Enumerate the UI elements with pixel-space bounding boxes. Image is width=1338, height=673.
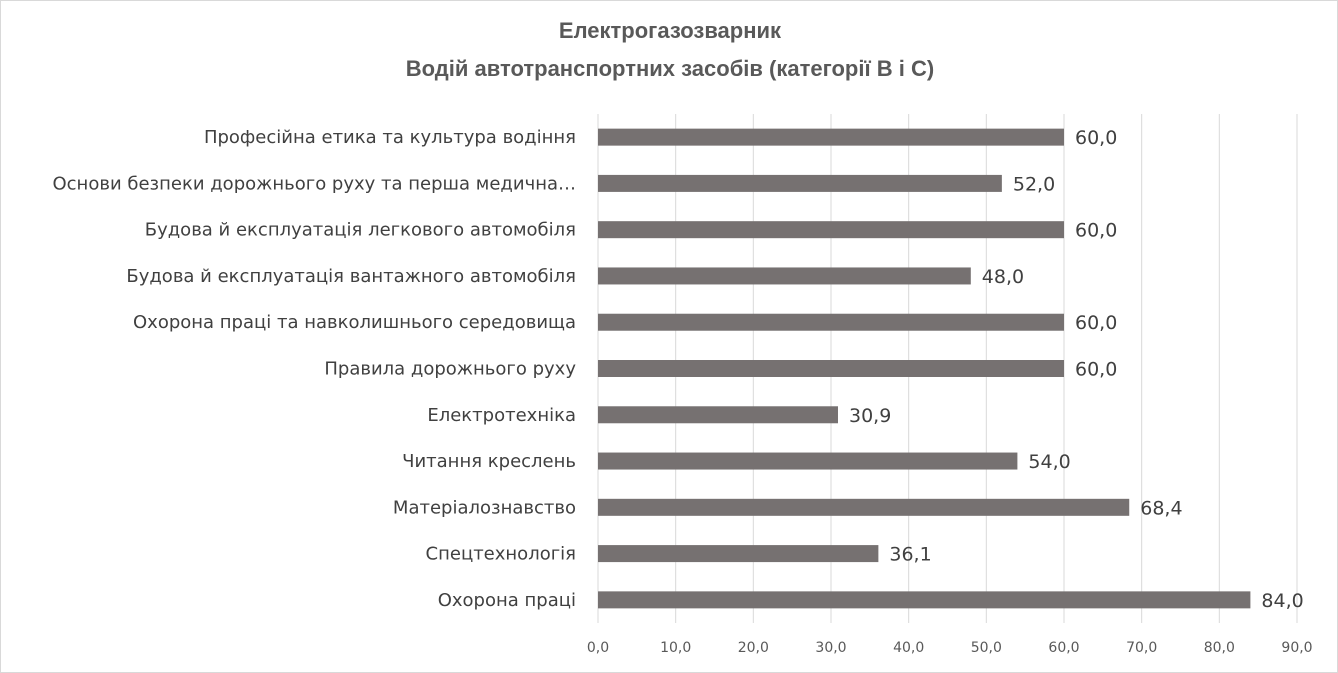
data-label: 60,0	[1075, 220, 1117, 242]
x-tick-label: 0,0	[587, 640, 609, 656]
category-label: Основи безпеки дорожнього руху та перша …	[52, 173, 576, 194]
x-tick-label: 50,0	[971, 640, 1002, 656]
chart-title-line-1: Електрогазозварник	[558, 18, 782, 43]
data-label: 48,0	[982, 266, 1024, 288]
category-label: Охорона праці та навколишнього середовищ…	[133, 312, 576, 333]
data-label: 60,0	[1075, 312, 1117, 334]
data-label: 36,1	[889, 544, 931, 566]
bar	[598, 360, 1064, 377]
x-tick-label: 10,0	[660, 640, 691, 656]
chart-title-line-2: Водій автотранспортних засобів (категорі…	[405, 56, 935, 81]
category-label: Електротехніка	[427, 405, 576, 426]
category-label: Читання креслень	[402, 451, 576, 472]
bar	[598, 174, 1002, 192]
data-label: 68,4	[1140, 497, 1182, 519]
x-tick-label: 30,0	[815, 640, 846, 656]
x-tick-label: 40,0	[893, 640, 924, 656]
bar	[598, 221, 1064, 239]
x-tick-label: 70,0	[1126, 640, 1157, 656]
data-label: 30,9	[849, 405, 891, 427]
bar	[598, 545, 879, 563]
bar	[598, 406, 838, 424]
category-label: Спецтехнологія	[426, 544, 576, 565]
category-label: Матеріалознавство	[393, 497, 576, 518]
data-label: 60,0	[1075, 127, 1117, 149]
category-label: Будова й експлуатація легкового автомобі…	[145, 220, 576, 241]
data-label: 60,0	[1075, 359, 1117, 381]
x-tick-label: 60,0	[1048, 640, 1079, 656]
bar	[598, 591, 1251, 609]
category-label: Охорона праці	[438, 590, 576, 611]
data-label: 84,0	[1261, 590, 1303, 612]
data-label: 54,0	[1028, 451, 1070, 473]
x-tick-label: 80,0	[1204, 640, 1235, 656]
category-label: Будова й експлуатація вантажного автомоб…	[126, 266, 576, 287]
category-label: Правила дорожнього руху	[324, 359, 576, 380]
x-tick-label: 20,0	[738, 640, 769, 656]
data-label: 52,0	[1013, 173, 1055, 195]
bar	[598, 267, 971, 285]
bar	[598, 128, 1064, 146]
x-tick-label: 90,0	[1281, 640, 1312, 656]
bar	[598, 313, 1064, 331]
bar	[598, 452, 1018, 470]
category-label: Професійна етика та культура водіння	[204, 127, 576, 148]
bar	[598, 498, 1130, 516]
